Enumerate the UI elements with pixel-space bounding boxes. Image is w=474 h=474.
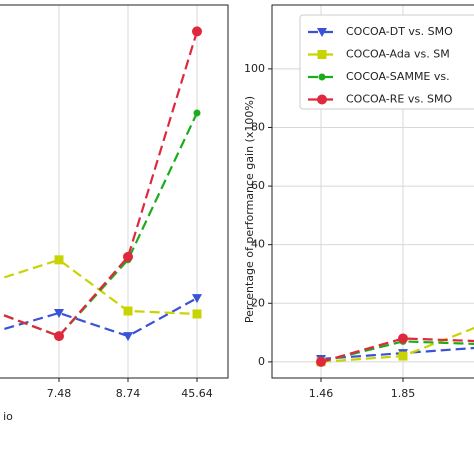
series-line (0, 112, 198, 338)
series-line (0, 31, 199, 338)
legend-label: COCOA-RE vs. SMO (346, 93, 453, 106)
legend-label: COCOA-DT vs. SMO (346, 25, 453, 38)
y-tick-label: 40 (251, 238, 265, 251)
legend-label: COCOA-SAMME vs. (346, 70, 450, 83)
x-tick-label: 45.64 (181, 387, 213, 400)
marker (193, 109, 201, 117)
marker (54, 308, 64, 318)
y-tick-label: 100 (244, 62, 265, 75)
legend-box (299, 14, 474, 110)
y-axis-label: Percentage of performance gain (x100%) (243, 96, 256, 323)
x-axis-label: io (3, 410, 13, 423)
marker (192, 294, 202, 304)
chart: 1.461.852020406080100Percentage of perfo… (243, 4, 474, 400)
marker (54, 255, 64, 265)
x-tick-label: 1.85 (391, 387, 416, 400)
chart: 7.48 8.74 45.64 io (0, 4, 229, 423)
marker (54, 331, 64, 342)
legend-marker (317, 50, 327, 59)
marker (316, 356, 326, 367)
legend-label: COCOA-Ada vs. SM (346, 48, 450, 61)
marker (192, 309, 202, 319)
plot-frame (0, 4, 229, 379)
x-tick-label: 1.46 (309, 387, 334, 400)
legend-marker (318, 73, 326, 81)
plot-frame (271, 4, 474, 379)
marker (398, 333, 408, 344)
marker (398, 351, 408, 361)
legend-marker (317, 28, 327, 37)
series-line (320, 337, 474, 363)
marker (123, 332, 133, 342)
x-tick-label: 8.74 (116, 387, 141, 400)
series-line (0, 297, 198, 338)
series-line (0, 258, 198, 316)
x-tick-label: 7.48 (47, 387, 72, 400)
marker (192, 26, 202, 37)
y-tick-label: 0 (258, 355, 265, 368)
legend-marker (317, 94, 327, 105)
y-tick-label: 80 (251, 120, 265, 133)
series-line (320, 340, 474, 363)
y-tick-label: 20 (251, 296, 265, 309)
marker (123, 306, 133, 316)
y-tick-label: 60 (251, 179, 265, 192)
marker (123, 251, 133, 262)
